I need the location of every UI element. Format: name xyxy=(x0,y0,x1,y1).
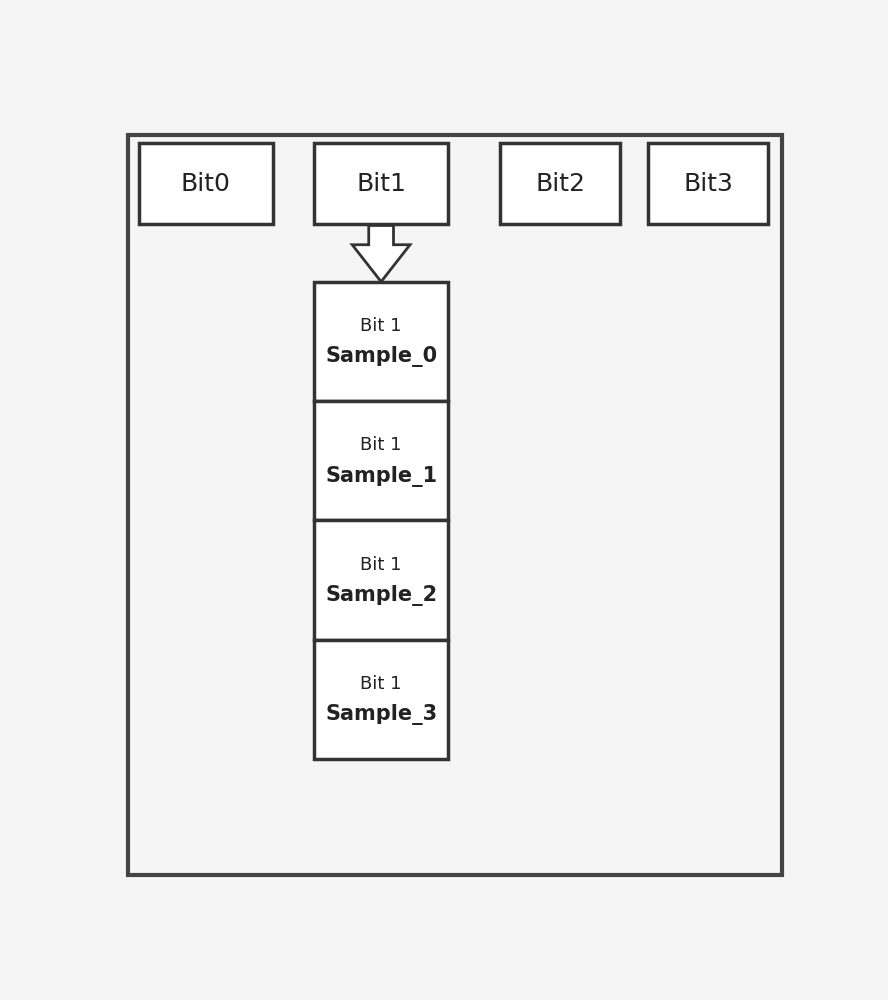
Bar xyxy=(139,143,273,224)
Text: Bit 1: Bit 1 xyxy=(361,556,402,574)
Text: Sample_3: Sample_3 xyxy=(325,704,437,725)
Bar xyxy=(314,401,448,520)
Text: Bit 1: Bit 1 xyxy=(361,317,402,335)
Text: Sample_2: Sample_2 xyxy=(325,585,437,606)
Text: Bit1: Bit1 xyxy=(356,172,406,196)
Bar xyxy=(314,282,448,401)
Text: Sample_1: Sample_1 xyxy=(325,466,437,487)
Text: Bit2: Bit2 xyxy=(535,172,585,196)
Text: Bit 1: Bit 1 xyxy=(361,675,402,693)
Text: Bit 1: Bit 1 xyxy=(361,436,402,454)
Text: Bit3: Bit3 xyxy=(683,172,733,196)
Bar xyxy=(500,143,620,224)
Text: Bit0: Bit0 xyxy=(180,172,231,196)
Polygon shape xyxy=(353,225,410,282)
Bar xyxy=(314,143,448,224)
Bar xyxy=(314,640,448,759)
Bar xyxy=(648,143,768,224)
Bar xyxy=(314,520,448,640)
Text: Sample_0: Sample_0 xyxy=(325,346,437,367)
